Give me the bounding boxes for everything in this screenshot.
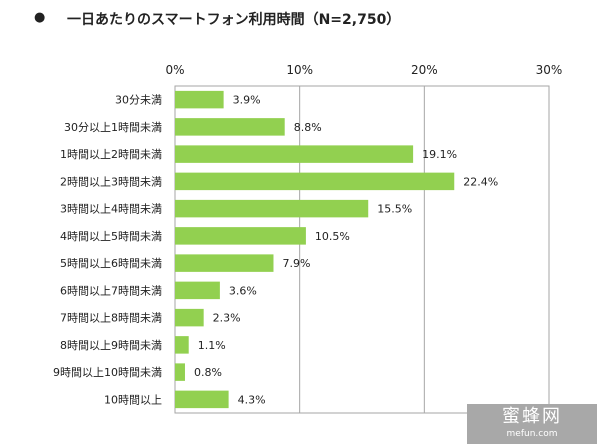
category-label: 4時間以上5時間未満 — [60, 230, 162, 243]
data-label: 2.3% — [213, 312, 241, 325]
data-label: 7.9% — [282, 257, 310, 270]
bar — [175, 390, 229, 409]
watermark-logo: 蜜蜂网 mefun.com — [467, 404, 597, 444]
data-label: 3.6% — [229, 284, 257, 297]
bar — [175, 336, 189, 354]
data-label: 22.4% — [463, 175, 498, 188]
bar — [175, 227, 306, 245]
chart-title: 一日あたりのスマートフォン利用時間（N=2,750） — [67, 12, 401, 28]
bar — [175, 199, 369, 218]
category-label: 1時間以上2時間未満 — [60, 148, 162, 161]
x-tick-label: 20% — [411, 63, 438, 77]
data-label: 3.9% — [233, 94, 261, 107]
watermark-url: mefun.com — [506, 429, 558, 439]
data-label: 19.1% — [422, 148, 457, 161]
category-label: 6時間以上7時間未満 — [60, 284, 162, 297]
x-tick-label: 10% — [286, 63, 313, 77]
data-label: 15.5% — [377, 203, 412, 216]
data-label: 4.3% — [238, 393, 266, 406]
x-tick-label: 0% — [165, 63, 184, 77]
bar — [175, 145, 414, 163]
bar — [175, 363, 185, 381]
category-label: 30分未満 — [115, 94, 162, 107]
data-label: 0.8% — [194, 366, 222, 379]
bar — [175, 172, 455, 191]
bar — [175, 308, 204, 327]
category-label: 5時間以上6時間未満 — [60, 257, 162, 270]
data-label: 10.5% — [315, 230, 350, 243]
bar — [175, 118, 285, 136]
bullet-icon: ● — [34, 10, 46, 25]
watermark-text: 蜜蜂网 — [502, 406, 562, 427]
category-label: 7時間以上8時間未満 — [60, 312, 162, 325]
bar — [175, 254, 274, 272]
category-label: 9時間以上10時間未満 — [53, 366, 162, 379]
category-label: 8時間以上9時間未満 — [60, 339, 162, 352]
bar — [175, 281, 220, 300]
plot-frame — [174, 85, 550, 414]
category-label: 3時間以上4時間未満 — [60, 203, 162, 216]
category-label: 30分以上1時間未満 — [64, 121, 162, 134]
category-label: 2時間以上3時間未満 — [60, 175, 162, 188]
data-label: 1.1% — [198, 339, 226, 352]
data-label: 8.8% — [294, 121, 322, 134]
chart-title-row: ● 一日あたりのスマートフォン利用時間（N=2,750） — [0, 0, 600, 40]
x-tick-label: 30% — [536, 63, 563, 77]
bar — [175, 90, 224, 109]
category-label: 10時間以上 — [104, 393, 162, 406]
